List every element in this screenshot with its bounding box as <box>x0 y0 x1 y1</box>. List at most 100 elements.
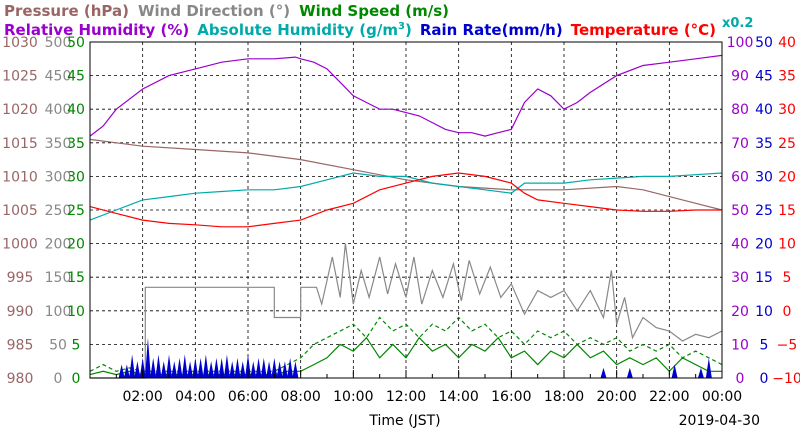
series-layer <box>89 54 723 379</box>
y-tick-label-rain-rate: 0 <box>760 371 769 387</box>
rain-rate-spike <box>118 364 125 378</box>
rain-rate-spike <box>202 354 209 378</box>
x-tick-label: 06:00 <box>228 389 268 405</box>
y-tick-label-wind-direction: 50 <box>49 337 67 353</box>
y-tick-label-wind-direction: 350 <box>45 136 72 152</box>
rain-rate-spike <box>626 367 633 378</box>
y-tick-label-pressure: 995 <box>7 270 34 286</box>
rain-rate-spike <box>292 361 299 378</box>
y-tick-label-wind-speed: 10 <box>67 304 85 320</box>
y-tick-label-temperature: −5 <box>777 337 798 353</box>
rain-rate-spike <box>123 364 130 378</box>
y-tick-label-wind-speed: 25 <box>67 203 85 219</box>
y-tick-label-humidity: 30 <box>731 270 749 286</box>
y-tick-label-wind-direction: 150 <box>45 270 72 286</box>
y-tick-label-temperature: 35 <box>778 69 796 85</box>
y-tick-label-temperature: 5 <box>783 270 792 286</box>
rain-rate-spike <box>234 357 241 378</box>
y-tick-label-pressure: 990 <box>7 304 34 320</box>
rain-rate-spike <box>155 354 162 378</box>
rain-rate-spike <box>181 354 188 378</box>
y-tick-label-humidity: 80 <box>731 102 749 118</box>
y-tick-label-humidity: 60 <box>731 169 749 185</box>
legend: Pressure (hPa) Wind Direction (°) Wind Spe… <box>4 2 753 39</box>
y-tick-label-temperature: 0 <box>783 304 792 320</box>
x-tick-label: 16:00 <box>491 389 531 405</box>
rain-rate-spike <box>271 357 278 378</box>
y-tick-label-temperature: 40 <box>778 35 796 51</box>
y-tick-label-wind-speed: 35 <box>67 136 85 152</box>
legend-entry: Wind Speed (m/s) <box>299 2 449 20</box>
rain-rate-spike <box>176 357 183 378</box>
rain-rate-spike <box>239 361 246 378</box>
y-tick-label-humidity: 0 <box>736 371 745 387</box>
y-tick-label-rain-rate: 30 <box>755 169 773 185</box>
rain-rate-spike <box>229 361 236 378</box>
y-tick-label-temperature: 30 <box>778 102 796 118</box>
rain-rate-spike <box>287 357 294 378</box>
x-tick-label: 10:00 <box>333 389 373 405</box>
rain-rate-spike <box>166 354 172 378</box>
y-tick-label-humidity: 10 <box>731 337 749 353</box>
legend-entry: Wind Direction (°) <box>138 2 290 20</box>
legend-superscript: 3 <box>398 21 405 32</box>
rain-rate-spike <box>134 361 141 378</box>
rain-rate-spike <box>129 354 136 378</box>
x-tick-label: 18:00 <box>544 389 584 405</box>
y-tick-label-rain-rate: 20 <box>755 237 773 253</box>
y-tick-label-wind-speed: 50 <box>67 35 85 51</box>
rain-rate-spike <box>705 357 712 378</box>
rain-rate-spike <box>192 357 199 378</box>
x-tick-label: 00:00 <box>702 389 742 405</box>
y-tick-label-wind-direction: 250 <box>45 203 72 219</box>
legend-entry: Relative Humidity (%) <box>4 21 189 39</box>
rain-rate-spike <box>187 361 194 378</box>
rain-rate-spike <box>255 357 262 378</box>
rain-rate-spike <box>245 354 251 378</box>
y-tick-label-temperature: 10 <box>778 237 796 253</box>
rain-rate-spike <box>150 357 157 378</box>
legend-entry: Temperature (°C) <box>571 21 716 39</box>
y-tick-label-wind-speed: 5 <box>72 337 81 353</box>
x-axis-ticks: 02:00 04:00 06:00 08:00 10:00 12:00 14:00 16:00… <box>115 370 742 405</box>
x-tick-label: 12:00 <box>386 389 426 405</box>
y-tick-label-rain-rate: 40 <box>755 102 773 118</box>
x-tick-label: 02:00 <box>122 389 162 405</box>
y-tick-label-rain-rate: 10 <box>755 304 773 320</box>
x-tick-label: 22:00 <box>649 389 689 405</box>
rain-rate-spike <box>197 357 204 378</box>
y-tick-label-wind-speed: 20 <box>67 237 85 253</box>
y-tick-label-rain-rate: 45 <box>755 69 773 85</box>
x-tick-label: 04:00 <box>175 389 215 405</box>
rain-rate-spike <box>160 361 167 378</box>
y-tick-label-wind-direction: 450 <box>45 69 72 85</box>
y-tick-label-humidity: 20 <box>731 304 749 320</box>
y-tick-label-wind-speed: 0 <box>72 371 81 387</box>
rain-rate-spike <box>144 337 151 378</box>
y-tick-label-temperature: 15 <box>778 203 796 219</box>
legend-entry: Rain Rate(mm/h) <box>420 21 563 39</box>
rain-rate-spike <box>250 361 257 378</box>
y-tick-label-rain-rate: 35 <box>755 136 773 152</box>
rain-rate-spike <box>139 357 146 378</box>
y-tick-label-humidity: 90 <box>731 69 749 85</box>
y-tick-label-wind-direction: 300 <box>45 169 72 185</box>
rain-rate-spike <box>208 361 215 378</box>
x-axis-label: Time (JST) <box>368 413 440 429</box>
rain-rate-spike <box>671 364 678 378</box>
x-tick-label: 20:00 <box>596 389 636 405</box>
y-tick-label-pressure: 1015 <box>2 136 38 152</box>
rain-rate-spike <box>600 367 607 378</box>
rain-rate-spike <box>223 354 230 378</box>
y-tick-label-wind-direction: 200 <box>45 237 72 253</box>
series-line-wind-direction <box>90 243 723 379</box>
rain-rate-spike <box>213 357 220 378</box>
rain-rate-spike <box>218 357 225 378</box>
y-tick-label-rain-rate: 5 <box>760 337 769 353</box>
legend-close-paren: ) <box>405 21 412 39</box>
x-tick-label: 08:00 <box>280 389 320 405</box>
scale-note: x0.2 <box>722 16 753 31</box>
date-label: 2019-04-30 <box>679 413 760 429</box>
y-tick-label-pressure: 985 <box>7 337 34 353</box>
